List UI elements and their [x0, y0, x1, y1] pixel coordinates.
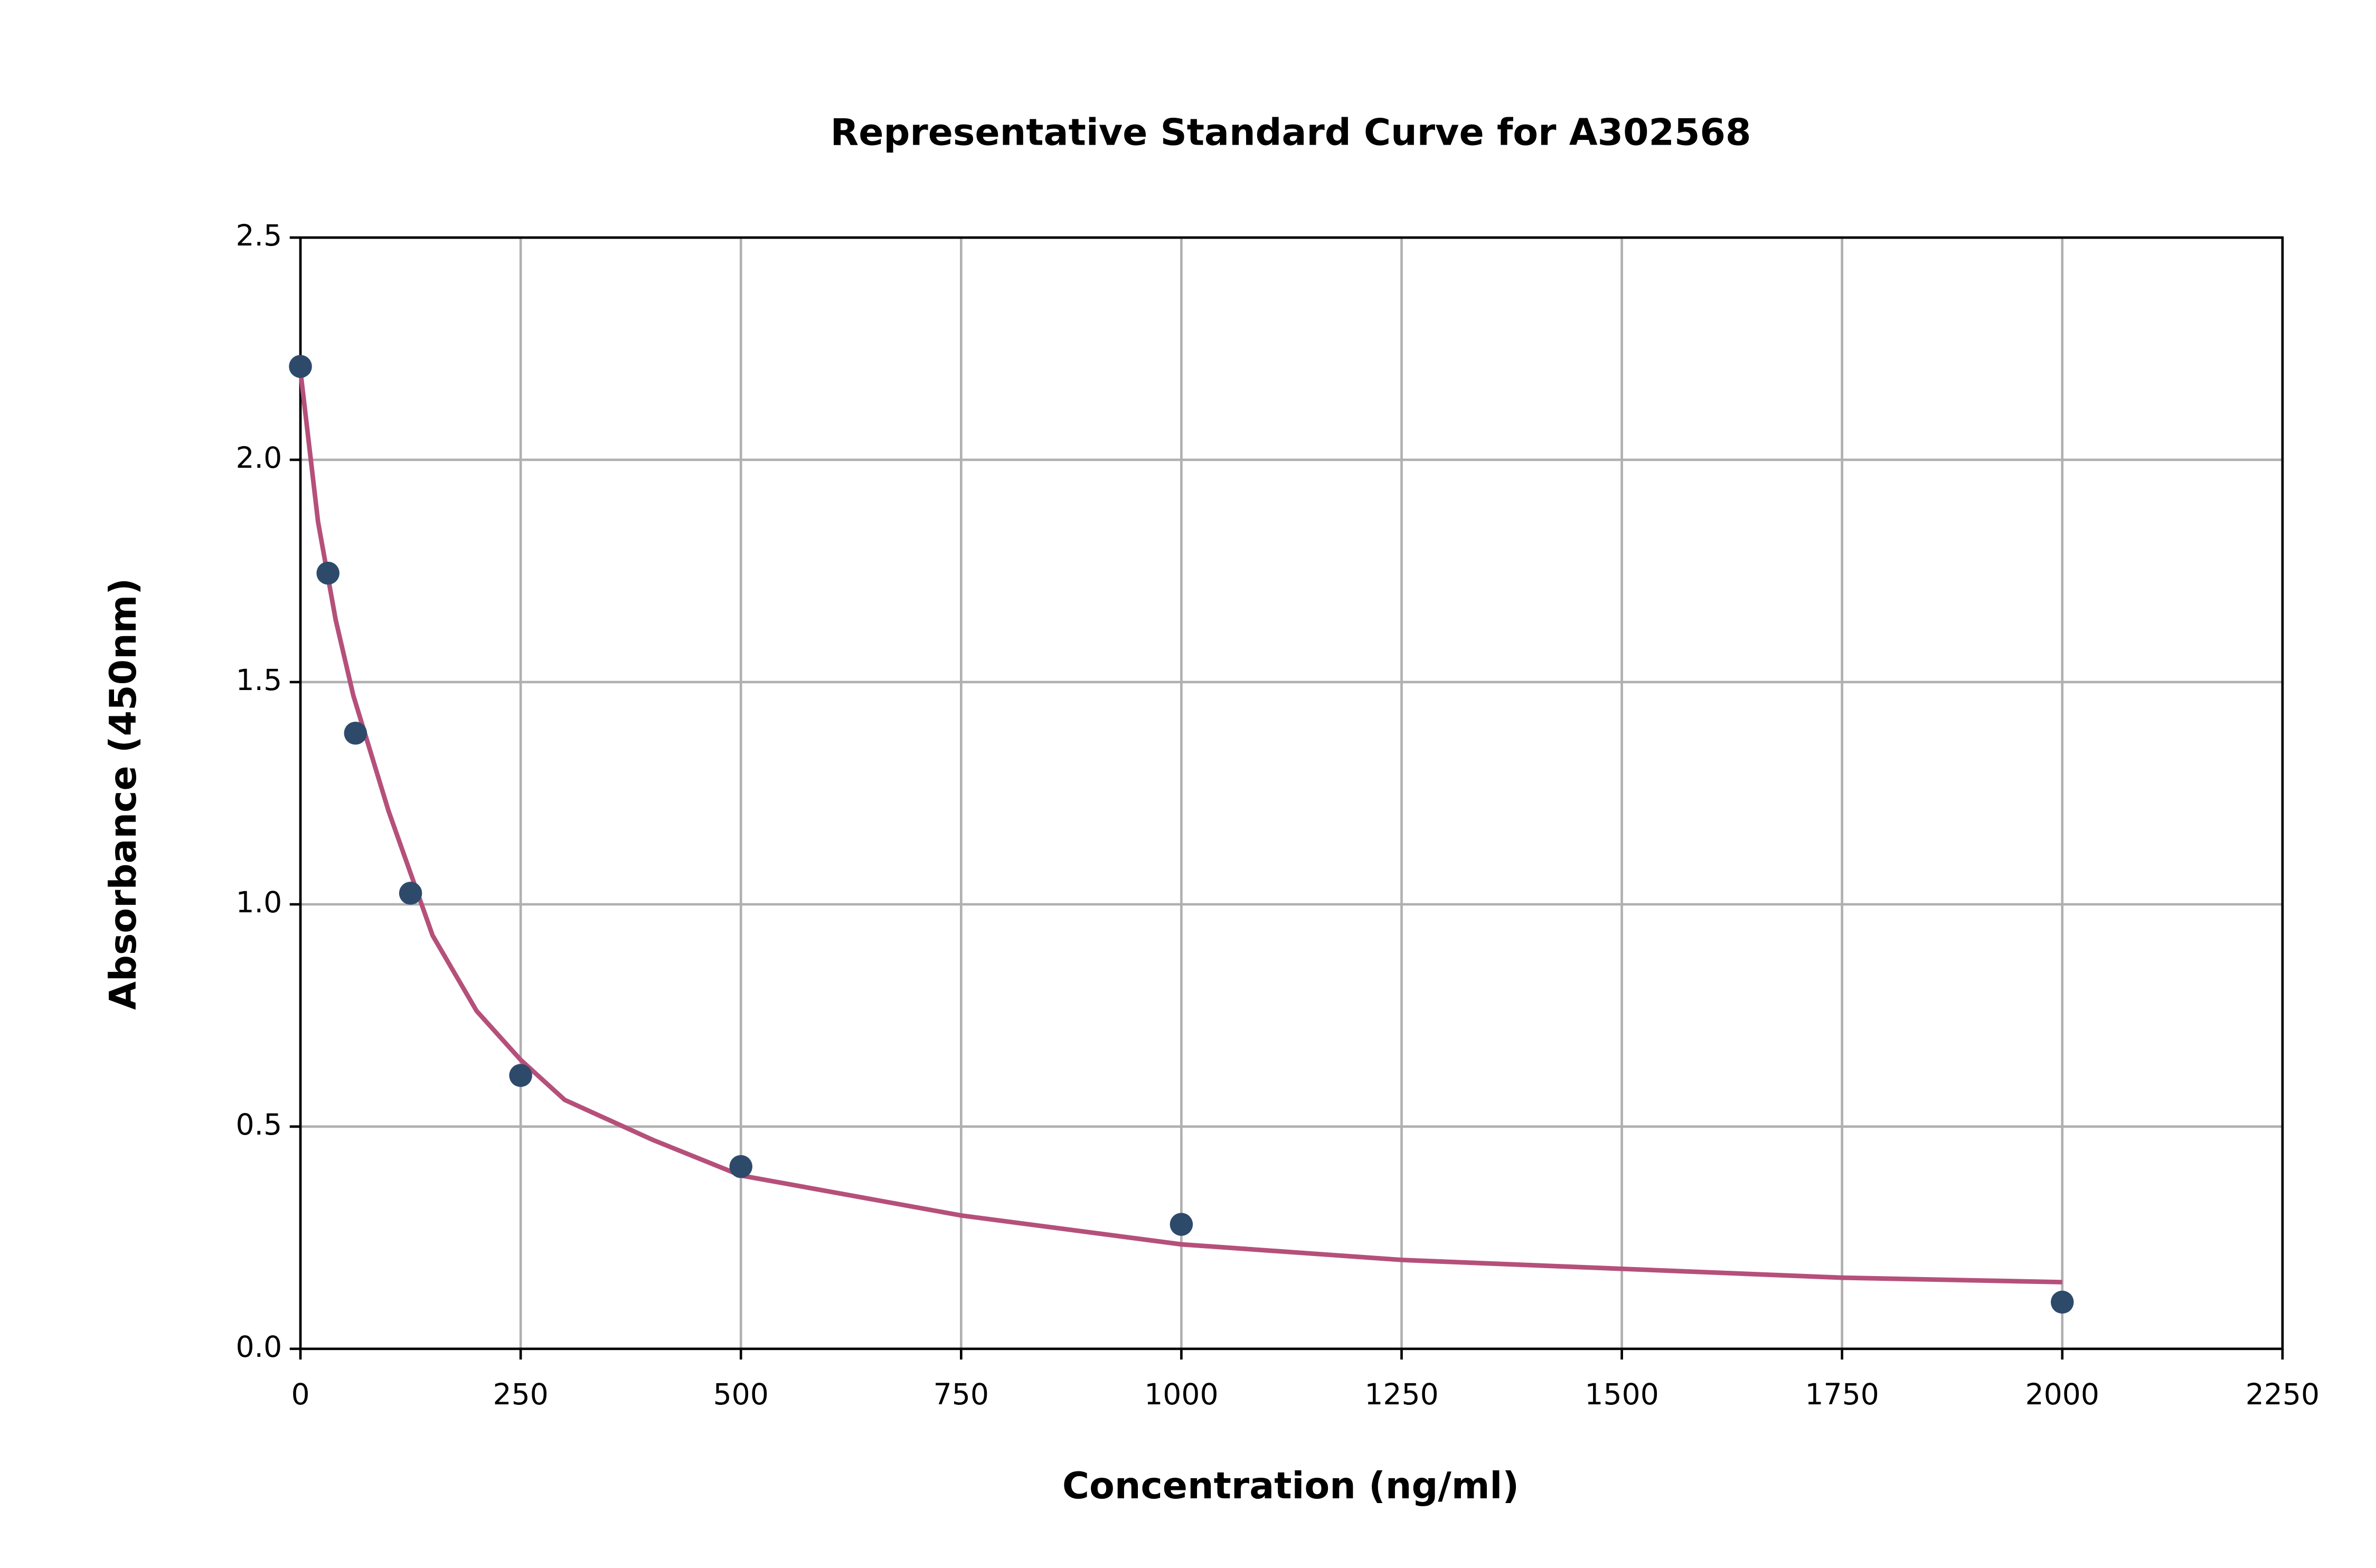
x-tick-label: 2250: [2246, 1378, 2320, 1412]
x-tick-label: 1250: [1364, 1378, 1438, 1412]
data-point: [509, 1064, 532, 1087]
plot-frame: [299, 236, 2284, 1350]
x-tick-label: 500: [713, 1378, 769, 1412]
data-point: [729, 1155, 752, 1178]
fit-curve: [298, 371, 2062, 1284]
data-point: [316, 561, 340, 585]
y-tick-label: 0.0: [235, 1330, 282, 1364]
x-tick-label: 0: [291, 1378, 309, 1412]
y-tick-label: 1.0: [235, 886, 282, 920]
data-point: [289, 355, 312, 378]
data-point: [344, 721, 367, 745]
y-tick-label: 1.5: [235, 664, 282, 697]
data-point: [1170, 1213, 1193, 1236]
x-tick-label: 250: [493, 1378, 548, 1412]
data-point: [399, 882, 422, 905]
x-tick-label: 1500: [1585, 1378, 1658, 1412]
x-tick-label: 2000: [2025, 1378, 2099, 1412]
chart-title: Representative Standard Curve for A30256…: [831, 111, 1751, 154]
x-tick-label: 1000: [1144, 1378, 1218, 1412]
y-tick-label: 2.5: [235, 219, 282, 253]
data-point: [2051, 1290, 2074, 1314]
y-tick-label: 0.5: [235, 1108, 282, 1142]
y-axis-label: Absorbance (450nm): [102, 578, 145, 1010]
y-tick-label: 2.0: [235, 441, 282, 475]
x-axis-label: Concentration (ng/ml): [1062, 1465, 1519, 1507]
x-tick-label: 1750: [1805, 1378, 1879, 1412]
x-tick-label: 750: [934, 1378, 989, 1412]
